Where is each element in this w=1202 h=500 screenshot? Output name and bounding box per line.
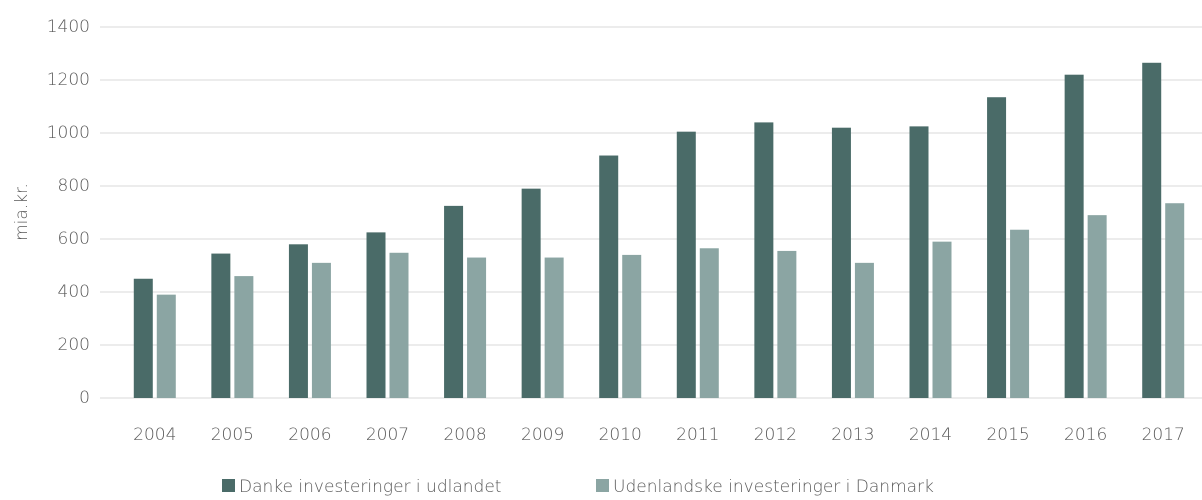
- y-tick-label: 600: [58, 229, 90, 249]
- x-tick-label: 2016: [1064, 425, 1107, 445]
- bar: [366, 232, 386, 398]
- x-tick-label: 2015: [986, 425, 1029, 445]
- x-tick-label: 2012: [754, 425, 797, 445]
- bar: [133, 278, 153, 398]
- x-tick-label: 2009: [521, 425, 564, 445]
- bar: [211, 253, 231, 398]
- bar: [444, 205, 464, 398]
- bar: [831, 127, 851, 398]
- bar: [777, 250, 797, 398]
- y-tick-label: 400: [58, 282, 90, 302]
- bar: [521, 188, 541, 398]
- bar: [699, 248, 719, 398]
- bar: [467, 257, 487, 398]
- y-tick-label: 800: [58, 176, 90, 196]
- bar: [1142, 62, 1162, 399]
- x-tick-label: 2013: [831, 425, 874, 445]
- bar: [754, 122, 774, 399]
- legend-swatch: [596, 479, 609, 492]
- bar: [909, 126, 929, 398]
- y-tick-label: 1200: [47, 70, 90, 90]
- legend-swatch: [222, 479, 235, 492]
- bar: [288, 244, 308, 398]
- x-tick-label: 2010: [599, 425, 642, 445]
- y-axis-label: mia.kr.: [12, 183, 32, 241]
- bar: [234, 276, 254, 398]
- bar: [987, 97, 1007, 398]
- bar: [389, 252, 409, 398]
- y-tick-label: 0: [79, 388, 90, 408]
- bar: [1087, 215, 1107, 398]
- bar: [156, 294, 176, 398]
- x-tick-label: 2004: [133, 425, 176, 445]
- x-tick-label: 2011: [676, 425, 719, 445]
- bar: [676, 131, 696, 399]
- bar: [1064, 74, 1084, 398]
- x-tick-label: 2014: [909, 425, 952, 445]
- bar: [1165, 203, 1185, 398]
- bar: [544, 257, 564, 398]
- legend-label: Udenlandske investeringer i Danmark: [613, 477, 934, 497]
- bar: [932, 241, 952, 398]
- legend-label: Danke investeringer i udlandet: [239, 477, 501, 497]
- x-tick-label: 2006: [288, 425, 331, 445]
- bar: [311, 262, 331, 398]
- bar: [622, 254, 642, 398]
- y-tick-label: 200: [58, 335, 90, 355]
- x-tick-label: 2008: [443, 425, 486, 445]
- x-tick-label: 2007: [366, 425, 409, 445]
- bar: [854, 262, 874, 398]
- y-tick-label: 1400: [47, 17, 90, 37]
- x-tick-label: 2017: [1142, 425, 1185, 445]
- bar: [1010, 229, 1030, 398]
- y-tick-label: 1000: [47, 123, 90, 143]
- bar: [599, 155, 619, 398]
- x-tick-label: 2005: [211, 425, 254, 445]
